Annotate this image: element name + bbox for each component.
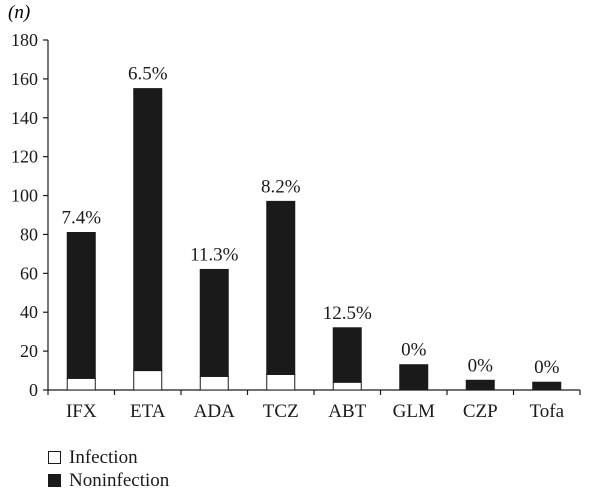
y-tick-label: 100 [11,186,38,206]
y-tick-label: 80 [20,224,38,244]
bar-noninfection [399,364,429,391]
bar-value-label: 6.5% [128,64,168,85]
axes: 0 20 40 60 80 100 120 140 160 180 [11,30,581,400]
bars [66,88,562,391]
bar-infection [266,373,296,391]
x-tick-label: CZP [463,401,498,422]
bar-value-label: 0% [401,340,427,361]
bar-noninfection [66,232,96,379]
y-tick-label: 20 [20,341,38,361]
bar-noninfection [332,327,362,383]
legend-swatch-noninfection [48,474,61,487]
bar-noninfection [133,88,163,372]
bar-value-label: 12.5% [323,303,372,324]
bar-infection [332,381,362,391]
bar-noninfection [199,268,229,377]
y-unit-label: (n) [8,2,30,23]
bar-infection [133,370,163,391]
x-tick-label: Tofa [529,401,564,422]
legend: Infection Noninfection [48,446,169,492]
bar-value-label: 11.3% [190,244,239,265]
y-tick-label: 160 [11,69,38,89]
bar-noninfection [266,200,296,375]
bar-value-label: 7.4% [61,208,101,229]
x-tick-label: ADA [194,401,235,422]
x-tick-label: ETA [130,401,166,422]
y-tick-label: 180 [11,30,38,50]
y-tick-label: 40 [20,302,38,322]
y-tick-label: 120 [11,147,38,167]
bar-infection [199,375,229,391]
bar-value-label: 8.2% [261,176,301,197]
legend-label-infection: Infection [69,446,138,468]
bar-labels: IFX 7.4% ETA 6.5% ADA 11.3% TCZ 8.2% ABT 12.5% GLM… [61,64,564,422]
bar-value-label: 0% [534,357,560,378]
bar-infection [66,377,96,391]
legend-swatch-infection [48,451,61,464]
legend-label-noninfection: Noninfection [69,469,170,491]
bar-noninfection [465,379,495,391]
legend-item-infection: Infection [48,446,169,469]
bar-value-label: 0% [468,355,494,376]
x-tick-label: IFX [66,401,97,422]
x-tick-label: TCZ [263,401,299,422]
y-tick-label: 0 [29,380,38,400]
y-tick-label: 140 [11,108,38,128]
legend-item-noninfection: Noninfection [48,469,169,492]
x-tick-label: ABT [328,401,366,422]
y-tick-label: 60 [20,263,38,283]
x-tick-label: GLM [393,401,435,422]
bar-noninfection [532,381,562,391]
